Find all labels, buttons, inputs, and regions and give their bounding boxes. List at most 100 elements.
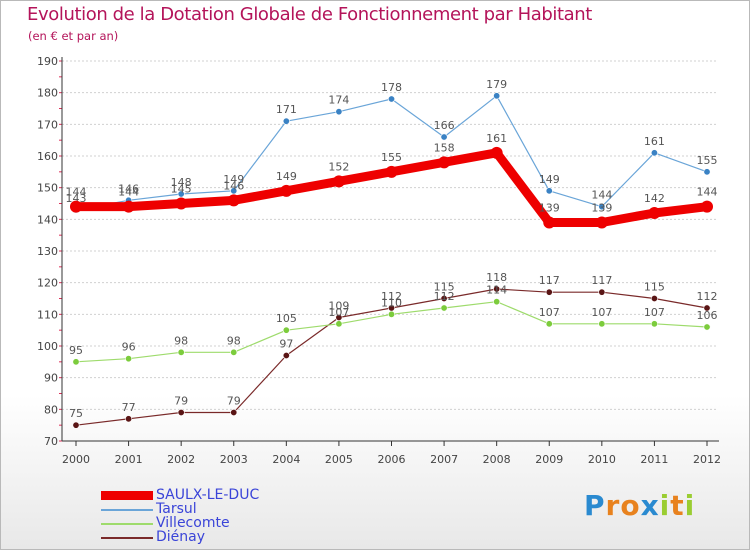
data-label: 179 (486, 78, 507, 91)
y-tick-label: 140 (37, 213, 58, 226)
data-point (545, 187, 553, 195)
y-tick-label: 80 (44, 403, 58, 416)
data-label: 79 (227, 395, 241, 408)
logo-letter: o (620, 489, 641, 522)
data-point (650, 149, 658, 157)
data-point (387, 95, 395, 103)
x-tick-label: 2006 (378, 453, 406, 466)
data-point (332, 175, 345, 188)
data-label: 149 (539, 173, 560, 186)
data-point (280, 184, 293, 197)
y-tick-label: 110 (37, 308, 58, 321)
data-label: 174 (328, 94, 349, 107)
logo-letter: P (584, 489, 606, 522)
data-label: 145 (171, 183, 192, 196)
data-point (175, 197, 188, 210)
x-tick-label: 2005 (325, 453, 353, 466)
data-label: 155 (697, 154, 718, 167)
data-point (595, 216, 608, 229)
x-tick-label: 2004 (272, 453, 300, 466)
data-point (648, 207, 661, 219)
data-point (125, 415, 133, 423)
data-label: 158 (434, 141, 455, 154)
data-point (125, 355, 133, 363)
data-point (335, 108, 343, 116)
data-point (703, 168, 711, 176)
data-label: 96 (122, 341, 136, 354)
x-tick-label: 2002 (167, 453, 195, 466)
data-label: 161 (486, 132, 507, 145)
y-tick-label: 170 (37, 118, 58, 131)
data-point (122, 200, 135, 213)
data-point (230, 408, 238, 416)
data-label: 149 (276, 170, 297, 183)
x-tick-label: 2008 (483, 453, 511, 466)
y-tick-label: 150 (37, 182, 58, 195)
data-label: 144 (591, 189, 612, 202)
data-point (282, 326, 290, 334)
data-point (493, 92, 501, 100)
data-point (545, 288, 553, 296)
data-label: 155 (381, 151, 402, 164)
data-point (703, 323, 711, 331)
legend-item-saulx-le-duc: SAULX-LE-DUC (101, 487, 361, 503)
data-label: 114 (486, 284, 507, 297)
proxiti-logo: Proxiti (584, 489, 695, 522)
data-label: 109 (328, 300, 349, 313)
data-point (230, 348, 238, 356)
data-label: 149 (223, 173, 244, 186)
data-point (438, 156, 451, 169)
y-tick-label: 130 (37, 245, 58, 258)
x-tick-label: 2003 (220, 453, 248, 466)
y-tick-label: 180 (37, 87, 58, 100)
data-point (650, 320, 658, 328)
data-label: 152 (328, 160, 349, 173)
data-label: 144 (118, 186, 139, 199)
data-point (177, 408, 185, 416)
x-tick-label: 2007 (430, 453, 458, 466)
y-tick-label: 100 (37, 340, 58, 353)
y-tick-label: 120 (37, 277, 58, 290)
legend-item-villecomte: Villecomte (101, 515, 361, 531)
data-point (493, 298, 501, 306)
data-label: 79 (174, 395, 188, 408)
data-label: 115 (434, 281, 455, 294)
data-label: 142 (644, 192, 665, 205)
data-label: 112 (697, 290, 718, 303)
data-point (385, 165, 398, 178)
y-tick-label: 190 (37, 55, 58, 68)
data-label: 98 (174, 334, 188, 347)
data-point (543, 216, 556, 229)
data-label: 143 (66, 192, 87, 205)
data-label: 148 (171, 176, 192, 189)
legend-item-dienay: Diénay (101, 529, 361, 545)
data-label: 97 (279, 338, 293, 351)
chart-title: Evolution de la Dotation Globale de Fonc… (27, 4, 592, 25)
legend-label: Tarsul (156, 501, 197, 517)
legend-swatch-tarsul (101, 509, 153, 511)
data-label: 171 (276, 103, 297, 116)
data-label: 107 (644, 306, 665, 319)
legend-label: Diénay (156, 529, 206, 545)
data-point (282, 117, 290, 125)
data-point (598, 320, 606, 328)
legend-item-tarsul: Tarsul (101, 501, 361, 517)
x-tick-label: 2012 (693, 453, 721, 466)
data-point (440, 304, 448, 312)
data-point (177, 348, 185, 356)
data-label: 139 (591, 202, 612, 215)
data-point (282, 351, 290, 359)
data-point (70, 200, 82, 213)
data-point (440, 133, 448, 141)
data-point (177, 190, 185, 198)
legend-swatch-villecomte (101, 523, 153, 525)
data-point (701, 200, 713, 213)
data-label: 146 (223, 179, 244, 192)
data-point (72, 358, 80, 366)
data-label: 98 (227, 334, 241, 347)
y-tick-label: 160 (37, 150, 58, 163)
data-point (598, 288, 606, 296)
data-label: 107 (591, 306, 612, 319)
